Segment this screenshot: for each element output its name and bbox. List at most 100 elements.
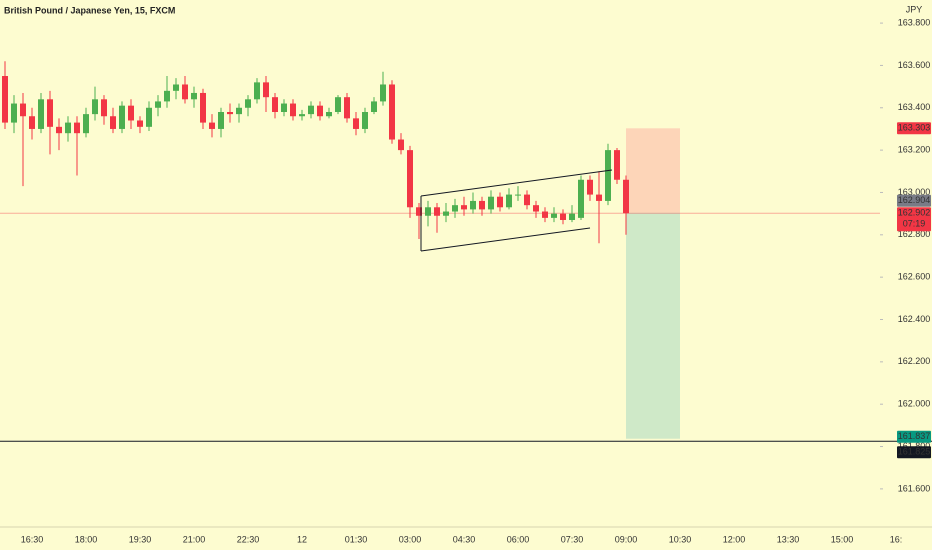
y-tick-label: 163.200 bbox=[898, 144, 931, 154]
candle-body bbox=[20, 103, 26, 117]
candle-body bbox=[191, 92, 197, 100]
x-tick-label: 13:30 bbox=[777, 534, 800, 544]
countdown: 07:19 bbox=[903, 219, 926, 229]
candle-body bbox=[38, 99, 44, 129]
candle-body bbox=[542, 211, 548, 218]
candle-body bbox=[344, 97, 350, 119]
target-zone bbox=[626, 212, 680, 439]
y-tick-label: 162.000 bbox=[898, 399, 931, 409]
candle-body bbox=[488, 196, 494, 210]
x-tick-label: 16: bbox=[890, 534, 903, 544]
candle-body bbox=[479, 200, 485, 210]
candle-body bbox=[209, 122, 215, 129]
candle-body bbox=[560, 213, 566, 220]
x-tick-label: 22:30 bbox=[237, 534, 260, 544]
candle-body bbox=[164, 90, 170, 102]
candle-body bbox=[362, 112, 368, 129]
x-tick-label: 16:30 bbox=[21, 534, 44, 544]
candle-body bbox=[110, 116, 116, 129]
candle-body bbox=[470, 200, 476, 210]
y-tick-label: 163.800 bbox=[898, 17, 931, 27]
candle-body bbox=[218, 112, 224, 129]
candle-body bbox=[92, 99, 98, 115]
candle-body bbox=[587, 179, 593, 195]
x-tick-label: 07:30 bbox=[561, 534, 584, 544]
x-tick-label: 01:30 bbox=[345, 534, 368, 544]
candle-body bbox=[119, 105, 125, 129]
x-tick-label: 04:30 bbox=[453, 534, 476, 544]
price-label: 162.904 bbox=[898, 195, 931, 205]
axis-unit: JPY bbox=[906, 4, 923, 14]
x-tick-label: 21:00 bbox=[183, 534, 206, 544]
candle-body bbox=[200, 92, 206, 123]
price-label-bg bbox=[897, 194, 931, 207]
candle-body bbox=[605, 150, 611, 201]
candle-body bbox=[227, 112, 233, 115]
y-tick-label: 161.600 bbox=[898, 483, 931, 493]
candle-body bbox=[380, 84, 386, 102]
candle-body bbox=[290, 103, 296, 117]
candle-body bbox=[497, 196, 503, 208]
candle-body bbox=[308, 105, 314, 115]
candle-body bbox=[416, 207, 422, 216]
candle-body bbox=[353, 118, 359, 129]
candle-body bbox=[506, 194, 512, 208]
price-label: 163.303 bbox=[898, 123, 931, 133]
candle-body bbox=[515, 194, 521, 196]
candle-body bbox=[137, 120, 143, 127]
y-tick-label: 162.400 bbox=[898, 314, 931, 324]
candle-body bbox=[101, 99, 107, 117]
candle-body bbox=[47, 99, 53, 127]
candle-body bbox=[578, 179, 584, 218]
candle-body bbox=[434, 207, 440, 216]
price-label: 161.837 bbox=[898, 431, 931, 441]
candle-body bbox=[2, 76, 8, 123]
candle-body bbox=[596, 194, 602, 201]
candle-body bbox=[614, 150, 620, 180]
candle-body bbox=[11, 103, 17, 123]
y-tick-label: 163.600 bbox=[898, 60, 931, 70]
stop-zone bbox=[626, 128, 680, 213]
candle-body bbox=[56, 126, 62, 134]
candle-body bbox=[317, 105, 323, 117]
candle-body bbox=[281, 103, 287, 113]
y-tick-label: 162.600 bbox=[898, 272, 931, 282]
x-tick-label: 06:00 bbox=[507, 534, 530, 544]
chart-title: British Pound / Japanese Yen, 15, FXCM bbox=[4, 5, 175, 15]
candle-body bbox=[155, 101, 161, 108]
plot-area bbox=[0, 61, 932, 442]
candle-body bbox=[254, 82, 260, 100]
x-tick-label: 12 bbox=[297, 534, 307, 544]
channel-upper bbox=[420, 169, 613, 197]
candle-body bbox=[389, 84, 395, 140]
candle-body bbox=[65, 122, 71, 134]
candle-body bbox=[524, 194, 530, 206]
price-label-bg bbox=[897, 430, 931, 443]
price-label: 162.902 bbox=[898, 208, 931, 218]
channel-lower bbox=[420, 227, 591, 252]
candle-body bbox=[236, 107, 242, 115]
candle-body bbox=[623, 179, 629, 214]
candle-body bbox=[551, 213, 557, 218]
x-tick-label: 19:30 bbox=[129, 534, 152, 544]
x-tick-label: 15:00 bbox=[831, 534, 854, 544]
x-tick-label: 18:00 bbox=[75, 534, 98, 544]
y-tick-label: 162.200 bbox=[898, 356, 931, 366]
x-tick-label: 10:30 bbox=[669, 534, 692, 544]
candle-body bbox=[335, 97, 341, 113]
candle-body bbox=[173, 84, 179, 91]
candle-body bbox=[443, 211, 449, 216]
price-label: 161.825 bbox=[898, 447, 931, 457]
candle-body bbox=[83, 114, 89, 134]
candle-body bbox=[461, 205, 467, 210]
candle-body bbox=[371, 101, 377, 113]
candle-body bbox=[182, 84, 188, 100]
candle-body bbox=[29, 116, 35, 129]
candle-body bbox=[299, 114, 305, 117]
candle-body bbox=[569, 213, 575, 220]
y-tick-label: 162.800 bbox=[898, 229, 931, 239]
candle-body bbox=[272, 97, 278, 113]
